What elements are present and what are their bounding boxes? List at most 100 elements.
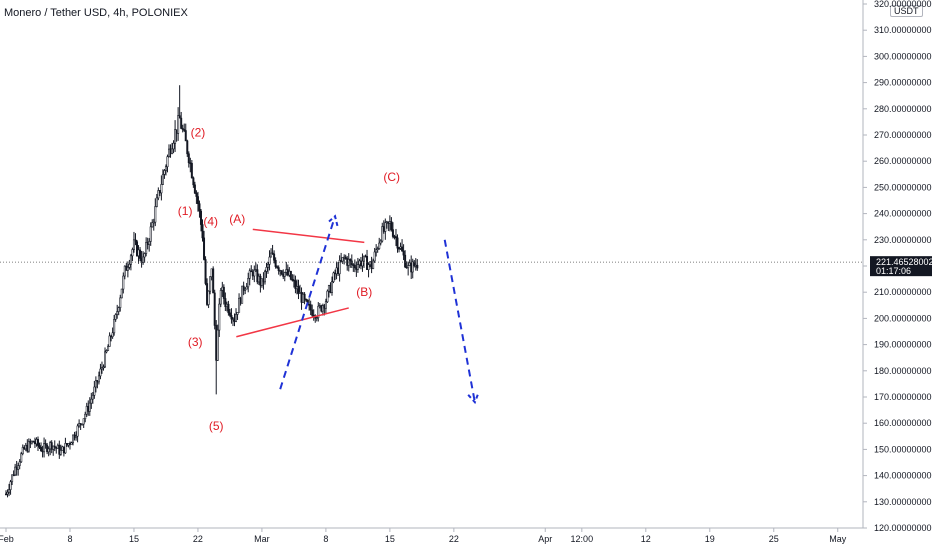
candle-body — [126, 267, 129, 271]
candle-body — [238, 297, 241, 313]
candle-body — [145, 242, 148, 254]
candle-body — [186, 140, 189, 155]
candle-body — [167, 148, 170, 157]
candle-body — [337, 267, 340, 275]
candle-body — [332, 272, 335, 282]
candle-body — [180, 117, 183, 129]
candle-body — [402, 250, 405, 256]
candle-body — [70, 442, 73, 445]
candle-body — [288, 270, 291, 276]
candle-body — [362, 255, 365, 262]
candle-body — [107, 346, 110, 351]
candle-body — [349, 259, 352, 262]
candle-body — [248, 270, 251, 279]
candle-body — [324, 301, 327, 309]
x-tick-label: 22 — [193, 534, 203, 544]
currency-badge[interactable]: USDT — [890, 5, 923, 17]
candle-body — [251, 271, 254, 277]
candle-body — [181, 128, 184, 130]
candle-body — [49, 442, 52, 450]
candle-body — [209, 276, 212, 292]
candle-body — [110, 335, 113, 338]
candle-body — [311, 309, 314, 316]
candle-body — [79, 423, 82, 425]
candle-body — [379, 240, 382, 244]
candle-body — [88, 402, 91, 412]
candle-body — [257, 275, 260, 283]
candle-body — [105, 350, 108, 353]
candle-body — [215, 325, 218, 361]
candle-body — [318, 305, 321, 307]
candle-body — [247, 277, 250, 288]
candle-body — [263, 271, 266, 283]
candle-body — [90, 398, 93, 404]
candle-body — [283, 272, 286, 277]
candle-body — [104, 351, 107, 368]
candle-body — [172, 142, 175, 150]
candle-body — [267, 264, 270, 268]
candle-body — [276, 266, 279, 268]
candle-body — [148, 241, 151, 245]
candle-body — [32, 440, 35, 443]
candle-body — [399, 246, 402, 249]
candle-body — [35, 439, 38, 445]
candle-body — [303, 293, 306, 300]
candle-body — [84, 413, 87, 420]
candle-body — [114, 314, 117, 320]
drawings-layer — [0, 214, 863, 405]
candle-body — [14, 466, 17, 476]
candle-body — [241, 285, 244, 304]
candle-body — [164, 166, 167, 171]
candle-body — [99, 368, 102, 377]
candle-body — [136, 241, 139, 257]
chart-title: Monero / Tether USD, 4h, POLONIEX — [4, 7, 188, 19]
candle-body — [410, 262, 413, 273]
candle-body — [198, 203, 201, 212]
bar-countdown: 01:17:06 — [876, 266, 911, 276]
candle-body — [116, 311, 119, 315]
candle-body — [53, 445, 56, 448]
y-tick-label: 150.00000000 — [874, 444, 932, 454]
candle-body — [393, 236, 396, 238]
y-tick-label: 160.00000000 — [874, 418, 932, 428]
candle-body — [242, 285, 245, 291]
candle-body — [398, 247, 401, 250]
candle-body — [270, 252, 273, 258]
candle-body — [338, 260, 341, 275]
candle-body — [190, 163, 193, 179]
y-tick-label: 200.00000000 — [874, 313, 932, 323]
candle-body — [96, 380, 99, 383]
y-tick-label: 240.00000000 — [874, 209, 932, 219]
x-tick-label: 15 — [129, 534, 139, 544]
candle-body — [108, 335, 111, 347]
candle-body — [199, 210, 202, 225]
y-tick-label: 190.00000000 — [874, 340, 932, 350]
x-tick-label: 15 — [385, 534, 395, 544]
candle-body — [8, 489, 11, 493]
candle-body — [396, 237, 399, 249]
candle-body — [291, 279, 294, 281]
candle-body — [317, 305, 320, 318]
x-tick-label: Feb — [0, 534, 14, 544]
candle-body — [404, 254, 407, 268]
triangle-trendline — [236, 307, 349, 338]
projection-arrow-line — [279, 215, 336, 390]
candle-body — [230, 315, 233, 320]
candle-body — [378, 242, 381, 249]
candle-body — [129, 255, 132, 265]
candle-body — [183, 129, 186, 131]
candle-body — [193, 184, 196, 194]
candle-body — [253, 269, 256, 277]
candle-body — [131, 249, 134, 257]
candle-body — [210, 268, 213, 278]
candle-body — [91, 394, 94, 400]
candle-body — [358, 260, 361, 265]
x-tick-label: Apr — [538, 534, 552, 544]
candle-body — [268, 256, 271, 265]
candle-body — [356, 264, 359, 270]
candle-body — [260, 278, 263, 286]
candle-body — [346, 258, 349, 266]
candle-body — [274, 259, 277, 267]
candle-body — [154, 206, 157, 223]
